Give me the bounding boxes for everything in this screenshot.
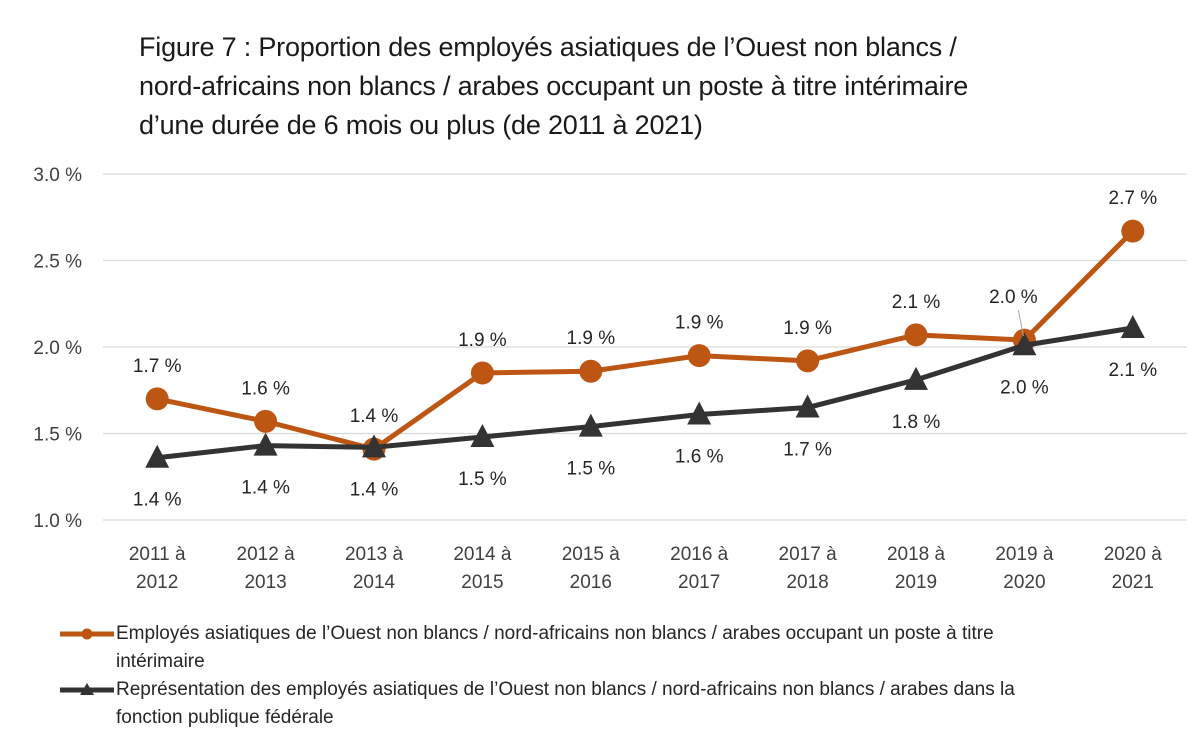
data-point-circle	[145, 387, 169, 411]
x-tick-label: 2016 à 2017	[670, 544, 729, 593]
legend-swatch-circle-icon	[60, 628, 114, 640]
x-tick-label: 2020 à 2021	[1104, 544, 1163, 593]
leader-line	[1017, 309, 1024, 337]
chart-title-line: nord-africains non blancs / arabes occup…	[139, 71, 969, 101]
x-tick-label-line: 2013	[244, 572, 286, 593]
data-point-triangle	[145, 444, 170, 468]
data-label-representation: 1.4 %	[241, 478, 290, 499]
x-tick-label-line: 2019	[895, 572, 937, 593]
data-point-circle	[904, 323, 928, 347]
data-label-representation: 2.1 %	[1109, 360, 1158, 381]
x-tick-label: 2012 à 2013	[237, 544, 296, 593]
x-tick-label-line: 2019 à	[995, 544, 1054, 565]
x-tick-label-line: 2017	[678, 572, 720, 593]
x-tick-label-line: 2015 à	[562, 544, 621, 565]
x-tick-label-line: 2018 à	[887, 544, 946, 565]
x-tick-label: 2019 à 2020	[995, 544, 1054, 593]
data-label-temporary: 1.9 %	[458, 330, 507, 351]
data-point-circle	[687, 344, 711, 368]
data-point-triangle	[904, 366, 928, 390]
x-tick-label-line: 2012 à	[237, 544, 296, 565]
data-point-triangle	[578, 413, 603, 437]
x-tick-label: 2018 à 2019	[887, 544, 946, 593]
x-tick-label: 2013 à 2014	[345, 544, 404, 593]
data-label-temporary: 1.9 %	[675, 313, 724, 334]
series-line-1	[156, 325, 1134, 461]
x-tick-label-line: 2018	[786, 572, 828, 593]
data-point-circle	[796, 349, 820, 373]
x-tick-label-line: 2021	[1112, 572, 1154, 593]
legend-swatch-triangle-icon	[60, 683, 114, 695]
x-tick-label-line: 2014 à	[453, 544, 512, 565]
chart-title-line: Figure 7 : Proportion des employés asiat…	[139, 32, 957, 62]
y-axis: 1.0 % 1.5 % 2.0 % 2.5 % 3.0 %	[33, 165, 82, 532]
data-point-circle	[1121, 219, 1145, 243]
data-point-triangle	[1012, 332, 1037, 356]
data-point-triangle	[253, 432, 278, 456]
data-label-temporary: 1.7 %	[133, 356, 182, 377]
chart-title: Figure 7 : Proportion des employés asiat…	[139, 28, 1139, 145]
data-label-representation: 2.0 %	[1000, 377, 1049, 398]
data-point-circle	[470, 361, 494, 385]
x-tick-label: 2017 à 2018	[779, 544, 838, 593]
x-axis: 2011 à 2012 2012 à 2013 2013 à 2014 2014 à 2015…	[129, 544, 1162, 593]
data-label-temporary: 2.0 %	[989, 287, 1038, 308]
data-label-representation: 1.4 %	[350, 479, 399, 500]
x-tick-label-line: 2020 à	[1104, 544, 1163, 565]
data-label-representation: 1.4 %	[133, 490, 182, 511]
chart-title-line: d’une durée de 6 mois ou plus (de 2011 à…	[139, 110, 703, 140]
x-tick-label-line: 2017 à	[779, 544, 838, 565]
data-label-representation: 1.7 %	[783, 440, 832, 461]
x-tick-label: 2015 à 2016	[562, 544, 621, 593]
data-label-representation: 1.5 %	[458, 469, 507, 490]
x-tick-label-line: 2014	[353, 572, 396, 593]
x-tick-label: 2011 à 2012	[129, 544, 186, 593]
legend-item-temporary: Employés asiatiques de l’Ouest non blanc…	[58, 620, 1178, 676]
legend-label: fonction publique fédérale	[116, 707, 334, 728]
data-label-representation: 1.6 %	[675, 446, 724, 467]
data-point-circle	[254, 409, 278, 433]
data-labels: 1.7 % 1.6 % 1.4 % 1.9 % 1.9 % 1.9 % 1.9 % 2.1 %…	[133, 188, 1157, 511]
legend-label: Représentation des employés asiatiques d…	[116, 679, 1015, 700]
data-label-temporary: 2.1 %	[892, 292, 941, 313]
y-tick-label: 1.5 %	[33, 425, 82, 446]
data-label-temporary: 1.6 %	[241, 378, 290, 399]
data-label-temporary: 1.9 %	[783, 318, 832, 339]
x-tick-label-line: 2016 à	[670, 544, 729, 565]
series-group	[145, 219, 1145, 468]
legend-label: Employés asiatiques de l’Ouest non blanc…	[116, 623, 994, 644]
data-label-temporary: 2.7 %	[1109, 188, 1158, 209]
x-tick-label-line: 2016	[570, 572, 612, 593]
gridlines	[103, 173, 1187, 521]
x-tick-label-line: 2013 à	[345, 544, 404, 565]
data-label-representation: 1.5 %	[567, 459, 616, 480]
line-chart: 1.0 % 1.5 % 2.0 % 2.5 % 3.0 % 2011 à 2012 2012…	[33, 165, 1187, 593]
data-point-triangle	[687, 401, 712, 425]
y-tick-label: 1.0 %	[33, 511, 82, 532]
x-tick-label-line: 2011 à	[129, 544, 186, 565]
x-tick-label: 2014 à 2015	[453, 544, 512, 593]
data-point-circle	[579, 359, 603, 383]
series-line-0	[156, 229, 1135, 452]
x-tick-label-line: 2020	[1003, 572, 1045, 593]
data-point-triangle	[795, 394, 820, 418]
data-label-representation: 1.8 %	[892, 412, 941, 433]
x-tick-label-line: 2012	[136, 572, 178, 593]
y-tick-label: 2.0 %	[33, 338, 82, 359]
y-tick-label: 2.5 %	[33, 252, 82, 273]
data-point-triangle	[362, 434, 386, 458]
data-point-triangle	[470, 423, 495, 447]
data-label-temporary: 1.9 %	[567, 328, 616, 349]
data-label-temporary: 1.4 %	[350, 406, 399, 427]
legend-item-representation: Représentation des employés asiatiques d…	[58, 676, 1178, 732]
y-tick-label: 3.0 %	[33, 165, 82, 186]
data-point-triangle	[1120, 314, 1145, 338]
legend-label: intérimaire	[116, 651, 205, 672]
x-tick-label-line: 2015	[461, 572, 503, 593]
legend: Employés asiatiques de l’Ouest non blanc…	[58, 620, 1178, 732]
